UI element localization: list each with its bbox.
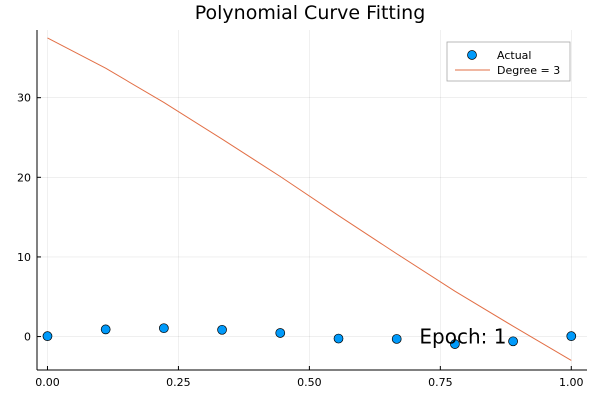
y-tick-label-0: 0 xyxy=(24,331,31,344)
grid-layer xyxy=(37,30,587,370)
x-tick-label-1: 0.25 xyxy=(166,376,191,389)
legend-marker-actual xyxy=(467,50,477,60)
data-point-actual-4 xyxy=(275,328,286,338)
chart-title: Polynomial Curve Fitting xyxy=(195,2,426,24)
series-line-degree-3 xyxy=(47,37,572,361)
x-tick-label-0: 0.00 xyxy=(35,376,60,389)
legend-box xyxy=(446,41,571,82)
data-point-actual-9 xyxy=(566,331,577,342)
data-point-actual-6 xyxy=(391,334,402,344)
legend: Actual Degree = 3 xyxy=(446,41,571,82)
y-tick-label-1: 10 xyxy=(17,251,31,264)
data-point-actual-0 xyxy=(42,331,53,342)
data-point-actual-3 xyxy=(217,324,227,335)
data-point-actual-5 xyxy=(333,333,344,344)
y-tick-label-2: 20 xyxy=(17,171,31,184)
data-point-actual-2 xyxy=(159,323,169,334)
x-tick-label-3: 0.75 xyxy=(428,376,453,389)
data-point-actual-7 xyxy=(450,339,460,349)
data-point-actual-8 xyxy=(508,336,518,347)
tick-labels: 0.00 0.25 0.50 0.75 1.00 0 10 20 30 xyxy=(17,92,584,389)
legend-label-degree-3: Degree = 3 xyxy=(497,64,560,77)
epoch-annotation: Epoch: 1 xyxy=(419,325,506,349)
x-tick-label-4: 1.00 xyxy=(559,376,584,389)
series-layer xyxy=(42,37,577,361)
legend-label-actual: Actual xyxy=(497,49,531,62)
x-tick-label-2: 0.50 xyxy=(297,376,322,389)
y-tick-label-3: 30 xyxy=(17,92,31,105)
data-point-actual-1 xyxy=(100,324,111,335)
axes-layer xyxy=(36,30,587,371)
